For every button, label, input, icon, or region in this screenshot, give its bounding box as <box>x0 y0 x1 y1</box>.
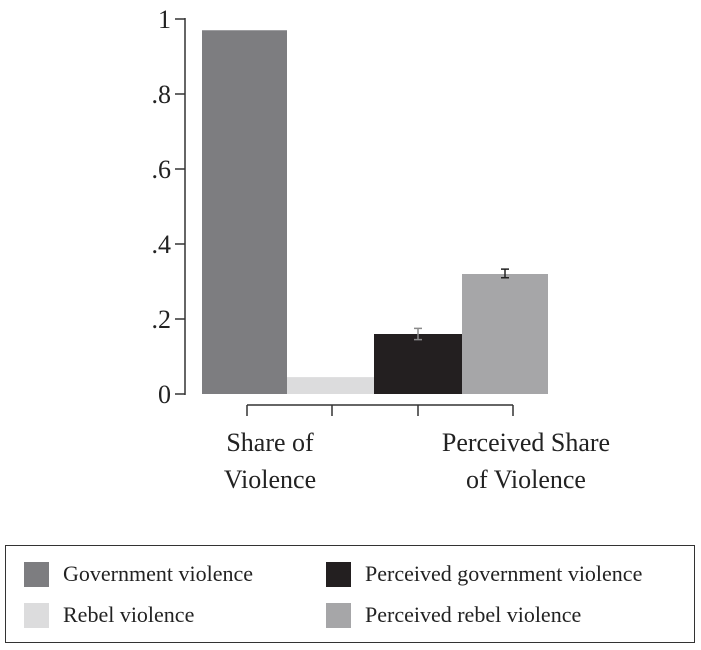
x-group-label: Perceived Share <box>442 428 610 457</box>
legend: Government violence Perceived government… <box>5 545 695 643</box>
bar-rebel-violence <box>287 377 374 394</box>
chart-plot-area: 0 .2 .4 .6 .8 1 Share of Violence Perceived Shar… <box>152 5 611 494</box>
legend-label-perceived-rebel-violence: Perceived rebel violence <box>365 602 582 627</box>
legend-label-perceived-government-violence: Perceived government violence <box>365 561 643 586</box>
legend-label-rebel-violence: Rebel violence <box>63 602 195 627</box>
y-tick-label: .2 <box>152 305 172 334</box>
bar-government-violence <box>202 30 287 394</box>
legend-item-government-violence: Government violence <box>24 561 253 587</box>
y-tick-label: 1 <box>158 5 171 34</box>
legend-item-perceived-rebel-violence: Perceived rebel violence <box>326 602 581 628</box>
legend-label-government-violence: Government violence <box>63 561 253 586</box>
legend-swatch-perceived-government-violence <box>326 561 351 587</box>
legend-item-perceived-government-violence: Perceived government violence <box>326 561 642 587</box>
legend-swatch-rebel-violence <box>24 602 49 628</box>
x-group-label: of Violence <box>466 465 586 494</box>
bar-perceived-rebel-violence <box>462 274 548 394</box>
y-tick-label: .4 <box>152 230 172 259</box>
x-group-label: Violence <box>224 465 316 494</box>
legend-swatch-government-violence <box>24 561 49 587</box>
x-group-label: Share of <box>226 428 314 457</box>
y-tick-label: .6 <box>152 155 172 184</box>
legend-item-rebel-violence: Rebel violence <box>24 602 194 628</box>
y-tick-label: .8 <box>152 80 172 109</box>
legend-swatch-perceived-rebel-violence <box>326 602 351 628</box>
bar-perceived-government-violence <box>374 334 462 394</box>
y-tick-label: 0 <box>158 380 171 409</box>
